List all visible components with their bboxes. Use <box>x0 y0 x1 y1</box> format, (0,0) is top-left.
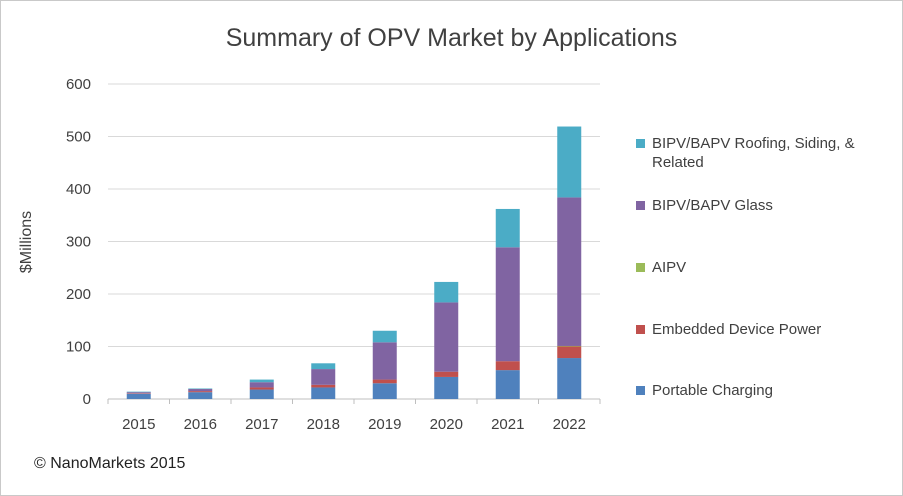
legend-label: BIPV/BAPV Glass <box>652 197 773 214</box>
bar-segment <box>126 393 151 399</box>
legend-item: AIPV <box>636 258 887 277</box>
bar-segment <box>434 281 459 303</box>
legend-label: BIPV/BAPV Roofing, Siding, & Related <box>652 135 855 171</box>
bar-segment <box>372 330 397 343</box>
bar-segment <box>495 247 520 362</box>
bar-segment <box>372 383 397 399</box>
bar-segment <box>434 371 459 377</box>
bar-segment <box>311 387 336 399</box>
legend-swatch <box>636 201 645 210</box>
bar-segment <box>188 391 213 393</box>
bar-segment <box>126 391 151 393</box>
bar-segment <box>249 382 274 388</box>
x-tick-label: 2021 <box>491 416 524 433</box>
x-tick-label: 2015 <box>122 416 155 433</box>
bar-segment <box>249 379 274 383</box>
bar-segment <box>495 208 520 248</box>
chart-title: Summary of OPV Market by Applications <box>225 24 678 52</box>
bar-segment <box>434 376 459 399</box>
legend-label: Portable Charging <box>652 382 773 399</box>
x-tick-label: 2022 <box>553 416 586 433</box>
legend-label: AIPV <box>652 259 687 276</box>
y-tick-label: 400 <box>66 181 91 198</box>
bar-segment <box>372 342 397 380</box>
bar-segment <box>249 387 274 390</box>
y-tick-label: 300 <box>66 234 91 251</box>
x-tick-label: 2017 <box>245 416 278 433</box>
bar-segment <box>372 379 397 384</box>
bar-segment <box>188 388 213 390</box>
bar-segment <box>188 392 213 399</box>
legend-swatch <box>636 325 645 334</box>
bar-segment <box>557 345 582 347</box>
bar-segment <box>311 369 336 385</box>
legend-swatch <box>636 386 645 395</box>
bar-segment <box>495 370 520 399</box>
bar-segment <box>311 384 336 388</box>
legend-item: Embedded Device Power <box>636 320 887 339</box>
bar-segment <box>495 361 520 371</box>
legend-swatch <box>636 139 645 148</box>
bar-segment <box>311 363 336 370</box>
x-tick-label: 2018 <box>307 416 340 433</box>
copyright-text: © NanoMarkets 2015 <box>34 455 186 472</box>
legend-item: BIPV/BAPV Glass <box>636 196 887 215</box>
bar-segment <box>126 392 151 394</box>
x-tick-label: 2016 <box>184 416 217 433</box>
bar-segment <box>434 302 459 372</box>
legend-label: Embedded Device Power <box>652 321 822 338</box>
y-tick-label: 0 <box>83 391 91 408</box>
bar-segment <box>126 393 151 394</box>
legend-item: BIPV/BAPV Roofing, Siding, & Related <box>636 134 887 172</box>
y-tick-label: 600 <box>66 76 91 93</box>
legend-swatch <box>636 263 645 272</box>
y-tick-label: 100 <box>66 339 91 356</box>
bar-segment <box>188 389 213 392</box>
bar-segment <box>557 197 582 346</box>
y-tick-label: 200 <box>66 286 91 303</box>
bar-segment <box>557 358 582 399</box>
bar-segment <box>557 346 582 359</box>
bar-segment <box>557 126 582 198</box>
legend-item: Portable Charging <box>636 381 887 400</box>
bar-segment <box>249 389 274 399</box>
y-tick-label: 500 <box>66 129 91 146</box>
x-tick-label: 2020 <box>430 416 463 433</box>
x-tick-label: 2019 <box>368 416 401 433</box>
